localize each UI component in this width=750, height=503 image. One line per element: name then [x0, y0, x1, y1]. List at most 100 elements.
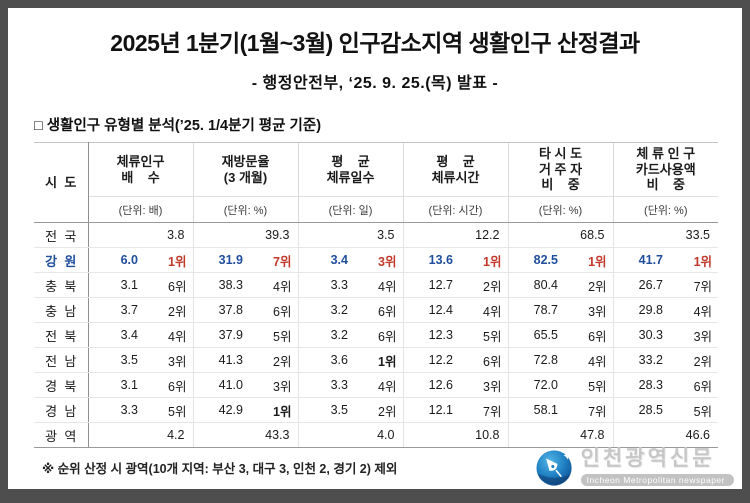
value-cell: 37.8: [192, 297, 252, 323]
value-cell: 12.2: [402, 347, 462, 373]
table-row: 강 원 6.0 1위 31.9 7위 3.4 3위 13.6 1위 82.5 1위 41.7 1위: [34, 247, 719, 273]
rank-cell: 1위: [252, 397, 298, 423]
unit-revisit: (단위: %): [192, 196, 298, 223]
value-cell: 3.5: [297, 222, 403, 248]
value-cell: 28.5: [612, 397, 673, 423]
table-row: 전 북 3.4 4위 37.9 5위 3.2 6위 12.3 5위 65.5 6위 30.3 3위: [34, 322, 719, 348]
value-cell: 10.8: [402, 422, 508, 448]
unit-stay-days: (단위: 일): [297, 196, 403, 223]
value-cell: 3.2: [297, 297, 357, 323]
document-header: 2025년 1분기(1월~3월) 인구감소지역 생활인구 산정결과 - 행정안전…: [8, 8, 742, 93]
rank-cell: 4위: [147, 322, 193, 348]
footnote: ※ 순위 산정 시 광역(10개 지역: 부산 3, 대구 3, 인천 2, 경…: [42, 462, 398, 476]
value-cell: 3.2: [297, 322, 357, 348]
value-cell: 46.6: [612, 422, 719, 448]
newspaper-watermark: 인천광역신문 Incheon Metropolitan newspaper: [536, 448, 734, 488]
rank-cell: 1위: [147, 247, 193, 273]
rank-cell: 2위: [252, 347, 298, 373]
table-row: 충 남 3.7 2위 37.8 6위 3.2 6위 12.4 4위 78.7 3위 29.8 4위: [34, 297, 719, 323]
section-heading: □ 생활인구 유형별 분석(’25. 1/4분기 평균 기준): [34, 118, 322, 134]
value-cell: 12.4: [402, 297, 462, 323]
rank-cell: 6위: [567, 322, 614, 348]
column-header-card-spend: 체 류 인 구 카드사용액 비 중: [612, 142, 719, 197]
table-row: 경 북 3.1 6위 41.0 3위 3.3 4위 12.6 3위 72.0 5위 28.3 6위: [34, 372, 719, 398]
unit-stay-hours: (단위: 시간): [402, 196, 508, 223]
rank-cell: 6위: [357, 297, 403, 323]
value-cell: 26.7: [612, 272, 673, 298]
rank-cell: 3위: [567, 297, 614, 323]
rank-cell: 1위: [462, 247, 508, 273]
page-title: 2025년 1분기(1월~3월) 인구감소지역 생활인구 산정결과: [110, 30, 640, 56]
table-row: 광 역 4.2 43.3 4.0 10.8 47.8 46.6: [34, 422, 719, 448]
value-cell: 6.0: [87, 247, 147, 273]
value-cell: 72.0: [507, 372, 567, 398]
table-row: 전 국 3.8 39.3 3.5 12.2 68.5 33.5: [34, 222, 719, 248]
table-row: 경 남 3.3 5위 42.9 1위 3.5 2위 12.1 7위 58.1 7위 28.5 5위: [34, 397, 719, 423]
value-cell: 41.0: [192, 372, 252, 398]
unit-card-spend: (단위: %): [612, 196, 719, 223]
watermark-english-name: Incheon Metropolitan newspaper: [580, 474, 734, 486]
rank-cell: 2위: [567, 272, 614, 298]
rank-cell: 7위: [672, 272, 719, 298]
region-name: 광 역: [34, 422, 89, 448]
unit-multiple: (단위: 배): [87, 196, 193, 223]
rank-cell: 2위: [672, 347, 719, 373]
value-cell: 3.5: [297, 397, 357, 423]
value-cell: 78.7: [507, 297, 567, 323]
rank-cell: 4위: [252, 272, 298, 298]
column-header-multiple: 체류인구 배 수: [87, 142, 193, 197]
value-cell: 12.2: [402, 222, 508, 248]
newspaper-pen-logo-icon: [536, 450, 572, 486]
value-cell: 43.3: [192, 422, 298, 448]
value-cell: 33.2: [612, 347, 673, 373]
value-cell: 12.1: [402, 397, 462, 423]
region-name: 전 국: [34, 222, 89, 248]
column-header-other-region: 타 시 도 거 주 자 비 중: [507, 142, 614, 197]
document-page: 2025년 1분기(1월~3월) 인구감소지역 생활인구 산정결과 - 행정안전…: [8, 8, 742, 489]
table-body: 전 국 3.8 39.3 3.5 12.2 68.5 33.5 강 원 6.0 1위 31.9 7위 3…: [34, 222, 719, 448]
region-name: 강 원: [34, 247, 89, 273]
rank-cell: 5위: [462, 322, 508, 348]
rank-cell: 6위: [252, 297, 298, 323]
region-name: 충 남: [34, 297, 89, 323]
rank-cell: 3위: [147, 347, 193, 373]
rank-cell: 2위: [357, 397, 403, 423]
value-cell: 38.3: [192, 272, 252, 298]
rank-cell: 3위: [357, 247, 403, 273]
value-cell: 39.3: [192, 222, 298, 248]
value-cell: 12.3: [402, 322, 462, 348]
value-cell: 4.2: [87, 422, 193, 448]
value-cell: 28.3: [612, 372, 673, 398]
rank-cell: 6위: [147, 272, 193, 298]
rank-cell: 4위: [462, 297, 508, 323]
value-cell: 4.0: [297, 422, 403, 448]
unit-other-region: (단위: %): [507, 196, 614, 223]
value-cell: 3.3: [87, 397, 147, 423]
rank-cell: 2위: [462, 272, 508, 298]
rank-cell: 7위: [567, 397, 614, 423]
value-cell: 68.5: [507, 222, 614, 248]
value-cell: 33.5: [612, 222, 719, 248]
rank-cell: 3위: [672, 322, 719, 348]
value-cell: 3.8: [87, 222, 193, 248]
living-population-table: 시 도 체류인구 배 수 재방문율 (3 개월) 평 균 체류일수: [34, 142, 719, 448]
value-cell: 31.9: [192, 247, 252, 273]
rank-cell: 4위: [357, 272, 403, 298]
rank-cell: 3위: [462, 372, 508, 398]
value-cell: 41.3: [192, 347, 252, 373]
rank-cell: 4위: [567, 347, 614, 373]
value-cell: 12.7: [402, 272, 462, 298]
value-cell: 80.4: [507, 272, 567, 298]
value-cell: 3.3: [297, 272, 357, 298]
value-cell: 3.4: [297, 247, 357, 273]
value-cell: 3.5: [87, 347, 147, 373]
watermark-text: 인천광역신문 Incheon Metropolitan newspaper: [580, 448, 734, 488]
rank-cell: 5위: [252, 322, 298, 348]
value-cell: 3.4: [87, 322, 147, 348]
rank-cell: 4위: [357, 372, 403, 398]
rank-cell: 7위: [462, 397, 508, 423]
value-cell: 65.5: [507, 322, 567, 348]
rank-cell: 6위: [462, 347, 508, 373]
value-cell: 72.8: [507, 347, 567, 373]
